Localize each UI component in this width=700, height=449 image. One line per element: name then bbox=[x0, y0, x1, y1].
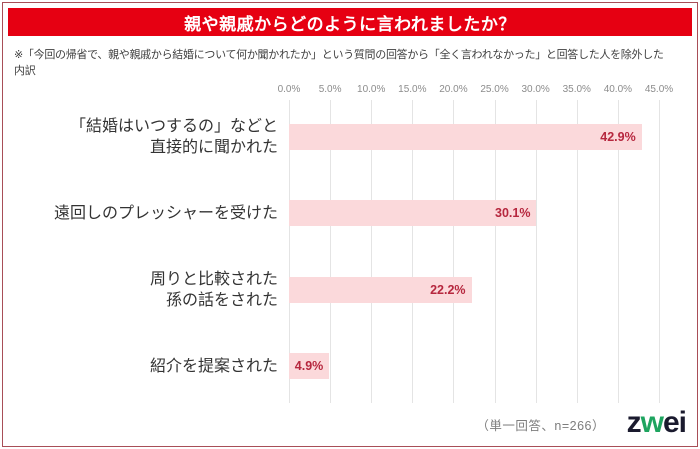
logo-letter-w: w bbox=[640, 406, 664, 439]
gridline bbox=[289, 100, 290, 403]
bar-value-label: 42.9% bbox=[600, 130, 636, 144]
category-label: 遠回しのプレッシャーを受けた bbox=[54, 203, 278, 224]
zwei-logo: zwei bbox=[626, 406, 687, 440]
chart-note: ※「今回の帰省で、親や親戚から結婚について何か聞かれたか」という質問の回答から「… bbox=[14, 49, 664, 77]
bar: 30.1% bbox=[289, 200, 537, 227]
category-label: 「結婚はいつするの」などと直接的に聞かれた bbox=[70, 116, 278, 158]
x-tick-label: 45.0% bbox=[644, 84, 674, 95]
x-tick-label: 30.0% bbox=[521, 84, 550, 95]
x-tick-label: 20.0% bbox=[439, 84, 468, 95]
gridline bbox=[535, 100, 537, 403]
bar: 4.9% bbox=[289, 353, 330, 380]
gridline bbox=[617, 100, 619, 403]
category-label-line: 紹介を提案された bbox=[149, 357, 278, 375]
bar: 22.2% bbox=[289, 276, 472, 303]
gridline bbox=[330, 100, 332, 403]
bar-value-label: 22.2% bbox=[430, 282, 466, 297]
logo-letters-ei: ei bbox=[662, 406, 687, 439]
logo-letter-z: z bbox=[626, 406, 642, 439]
x-tick-label: 25.0% bbox=[480, 84, 509, 95]
gridline bbox=[494, 100, 496, 403]
gridline bbox=[659, 100, 660, 403]
bar-value-label: 30.1% bbox=[495, 206, 531, 221]
category-label: 紹介を提案された bbox=[150, 356, 278, 377]
x-tick-label: 40.0% bbox=[603, 84, 633, 95]
gridline bbox=[453, 100, 455, 403]
category-label: 周りと比較された孫の話をされた bbox=[150, 269, 278, 311]
title-banner: 親や親戚からどのように言われましたか？ bbox=[8, 8, 692, 36]
gridline bbox=[576, 100, 578, 403]
gridline bbox=[371, 100, 373, 403]
category-label-line: 「結婚はいつするの」などと bbox=[69, 118, 278, 135]
page-title: 親や親戚からどのように言われましたか？ bbox=[184, 14, 516, 34]
x-tick-label: 5.0% bbox=[318, 84, 342, 95]
x-tick-label: 15.0% bbox=[398, 84, 427, 95]
category-label-line: 周りと比較された bbox=[149, 270, 278, 288]
category-label-line: 孫の話をされた bbox=[165, 291, 278, 309]
x-tick-label: 0.0% bbox=[277, 84, 301, 95]
bar: 42.9% bbox=[289, 124, 642, 150]
category-label-line: 遠回しのプレッシャーを受けた bbox=[53, 204, 278, 222]
x-tick-label: 10.0% bbox=[357, 84, 386, 95]
category-label-line: 直接的に聞かれた bbox=[149, 139, 278, 156]
gridline bbox=[412, 100, 414, 403]
bar-value-label: 4.9% bbox=[294, 359, 324, 374]
x-tick-label: 35.0% bbox=[562, 84, 591, 95]
sample-size-note: （単一回答、n=266） bbox=[476, 419, 605, 433]
